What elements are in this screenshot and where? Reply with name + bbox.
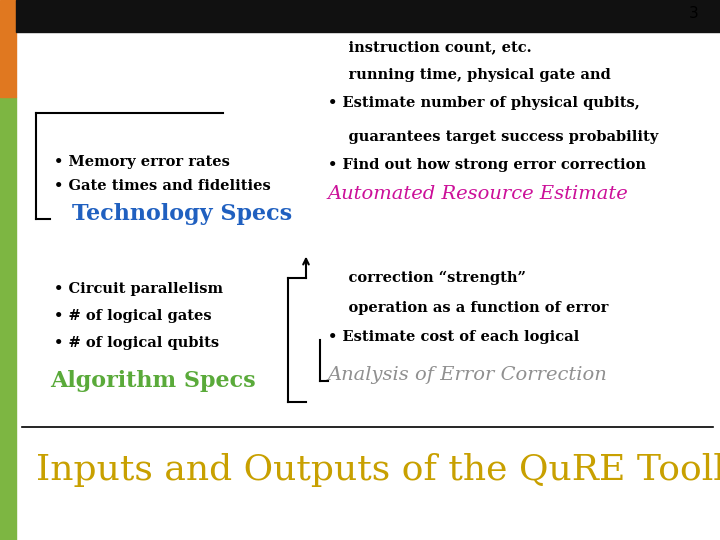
Text: guarantees target success probability: guarantees target success probability xyxy=(328,130,658,144)
Text: instruction count, etc.: instruction count, etc. xyxy=(328,40,531,54)
Text: 3: 3 xyxy=(688,6,698,21)
Text: Inputs and Outputs of the QuRE Toolbox: Inputs and Outputs of the QuRE Toolbox xyxy=(36,453,720,487)
Text: Technology Specs: Technology Specs xyxy=(72,204,292,225)
Text: running time, physical gate and: running time, physical gate and xyxy=(328,68,611,82)
Text: • # of logical qubits: • # of logical qubits xyxy=(54,336,219,350)
Text: Algorithm Specs: Algorithm Specs xyxy=(50,370,256,392)
Text: • Circuit parallelism: • Circuit parallelism xyxy=(54,282,223,296)
Text: Automated Resource Estimate: Automated Resource Estimate xyxy=(328,185,629,204)
Text: • Gate times and fidelities: • Gate times and fidelities xyxy=(54,179,271,193)
Text: • Estimate cost of each logical: • Estimate cost of each logical xyxy=(328,330,579,345)
Text: • Estimate number of physical qubits,: • Estimate number of physical qubits, xyxy=(328,96,639,110)
Text: operation as a function of error: operation as a function of error xyxy=(328,301,608,315)
Text: • Memory error rates: • Memory error rates xyxy=(54,155,230,169)
Bar xyxy=(0,0,16,97)
Text: correction “strength”: correction “strength” xyxy=(328,271,526,285)
Text: • Find out how strong error correction: • Find out how strong error correction xyxy=(328,158,646,172)
Bar xyxy=(0,97,16,540)
Text: Analysis of Error Correction: Analysis of Error Correction xyxy=(328,366,608,384)
Bar xyxy=(16,0,720,32)
Text: • # of logical gates: • # of logical gates xyxy=(54,309,212,323)
